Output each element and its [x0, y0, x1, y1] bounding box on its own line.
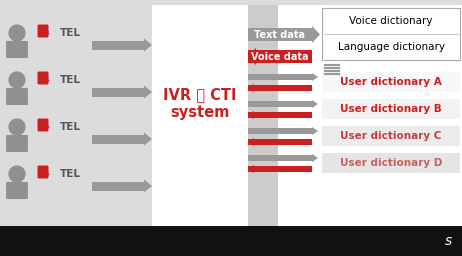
Polygon shape	[144, 179, 152, 193]
Polygon shape	[144, 133, 152, 145]
Polygon shape	[312, 154, 318, 162]
Text: Text data: Text data	[255, 29, 305, 39]
Text: TEL: TEL	[60, 28, 81, 38]
Polygon shape	[312, 127, 318, 135]
FancyBboxPatch shape	[6, 88, 28, 105]
Polygon shape	[144, 38, 152, 51]
Bar	[92, 182, 144, 190]
Polygon shape	[144, 86, 152, 99]
FancyBboxPatch shape	[37, 25, 49, 37]
Circle shape	[9, 72, 25, 88]
Bar	[92, 40, 144, 49]
Polygon shape	[312, 100, 318, 108]
Text: Voice dictionary: Voice dictionary	[349, 16, 433, 26]
Bar	[248, 112, 312, 118]
FancyBboxPatch shape	[37, 119, 49, 132]
FancyBboxPatch shape	[322, 72, 460, 92]
Bar	[0, 226, 462, 256]
FancyBboxPatch shape	[322, 153, 460, 173]
Bar	[92, 134, 144, 144]
FancyBboxPatch shape	[37, 165, 49, 178]
Bar	[152, 5, 462, 226]
Text: Language dictionary: Language dictionary	[338, 42, 444, 52]
FancyBboxPatch shape	[6, 135, 28, 152]
Polygon shape	[248, 111, 254, 119]
Polygon shape	[248, 165, 254, 173]
Text: TEL: TEL	[60, 122, 81, 132]
Polygon shape	[312, 73, 318, 81]
FancyBboxPatch shape	[322, 126, 460, 146]
FancyBboxPatch shape	[322, 99, 460, 119]
FancyBboxPatch shape	[37, 71, 49, 84]
Bar	[248, 5, 278, 226]
Text: TEL: TEL	[60, 75, 81, 85]
Bar	[248, 101, 312, 107]
Polygon shape	[248, 84, 254, 92]
Bar	[0, 0, 462, 226]
Circle shape	[9, 119, 25, 135]
Polygon shape	[248, 48, 256, 65]
FancyBboxPatch shape	[6, 41, 28, 58]
Bar	[248, 50, 312, 63]
Text: User dictionary A: User dictionary A	[340, 77, 442, 87]
Text: User dictionary C: User dictionary C	[340, 131, 442, 141]
Bar	[248, 155, 312, 161]
Text: s: s	[445, 234, 452, 248]
Text: TEL: TEL	[60, 169, 81, 179]
Bar	[248, 74, 312, 80]
Circle shape	[9, 25, 25, 41]
Bar	[92, 88, 144, 97]
Polygon shape	[248, 138, 254, 146]
Text: User dictionary B: User dictionary B	[340, 104, 442, 114]
Text: Voice data: Voice data	[251, 51, 309, 61]
Bar	[248, 28, 312, 41]
Polygon shape	[312, 26, 320, 43]
Text: system: system	[170, 104, 230, 120]
FancyBboxPatch shape	[6, 182, 28, 199]
Bar	[248, 85, 312, 91]
Bar	[248, 139, 312, 145]
FancyBboxPatch shape	[322, 8, 460, 60]
Bar	[248, 166, 312, 172]
Text: User dictionary D: User dictionary D	[340, 158, 442, 168]
Text: IVR ・ CTI: IVR ・ CTI	[163, 88, 237, 102]
Bar	[248, 128, 312, 134]
Circle shape	[9, 166, 25, 182]
